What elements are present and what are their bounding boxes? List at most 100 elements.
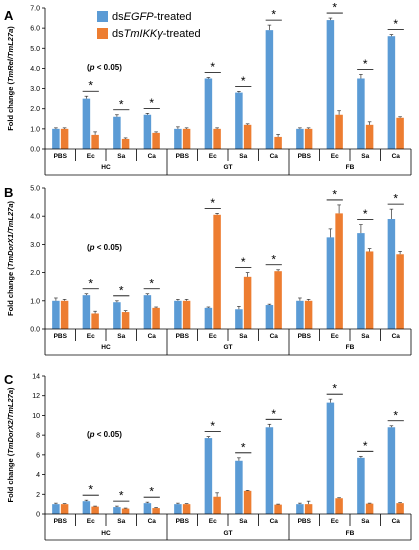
bar-ec-tmikk bbox=[91, 134, 99, 149]
x-tick-label: Ec bbox=[87, 518, 95, 525]
bar-sa-tmikk bbox=[243, 490, 252, 514]
significance-star: * bbox=[363, 439, 368, 453]
bar-sa-egfp bbox=[113, 302, 121, 329]
x-tick-label: PBS bbox=[54, 153, 68, 160]
bar-ca-tmikk bbox=[152, 307, 160, 329]
x-tick-label: Ec bbox=[331, 153, 339, 160]
significance-star: * bbox=[271, 407, 276, 421]
significance-star: * bbox=[241, 440, 246, 454]
bar-ec-tmikk bbox=[91, 313, 99, 329]
x-tick-label: Ca bbox=[270, 153, 279, 160]
bar-ec-egfp bbox=[82, 501, 91, 514]
bar-pbs-egfp bbox=[174, 300, 182, 329]
bar-ec-tmikk bbox=[213, 128, 221, 149]
bar-sa-egfp bbox=[113, 507, 121, 514]
x-tick-label: Ca bbox=[392, 518, 401, 525]
chart-panels: A Fold change (TmRel/TmL27a) 0.0 1.0 2.0 3.0 4… bbox=[4, 1, 412, 541]
x-tick-label: Sa bbox=[117, 518, 125, 525]
significance-star: * bbox=[119, 97, 124, 111]
bar-pbs-egfp bbox=[296, 300, 304, 329]
bar-ca-egfp bbox=[265, 427, 274, 514]
x-tick-label: Ec bbox=[87, 153, 95, 160]
x-tick-label: PBS bbox=[54, 333, 68, 340]
y-tick-label: 8 bbox=[36, 433, 40, 440]
bar-ca-egfp bbox=[143, 295, 152, 329]
bar-ec-egfp bbox=[326, 402, 335, 514]
bar-ca-egfp bbox=[143, 503, 152, 514]
x-tick-label: Ca bbox=[270, 333, 279, 340]
significance-star: * bbox=[88, 276, 93, 290]
bar-pbs-egfp bbox=[296, 128, 304, 149]
bar-sa-tmikk bbox=[243, 276, 252, 329]
group-label-gt: GT bbox=[223, 530, 232, 537]
significance-note: (p < 0.05) bbox=[87, 63, 122, 72]
panel-label: B bbox=[4, 185, 13, 200]
bar-pbs-tmikk bbox=[182, 504, 191, 514]
legend-label-tmikk: dsTmIKKγ-treated bbox=[112, 28, 201, 40]
bar-ec-tmikk bbox=[335, 213, 343, 329]
bar-pbs-egfp bbox=[174, 504, 182, 514]
y-tick-label: 0.0 bbox=[30, 327, 40, 334]
x-tick-label: Ca bbox=[392, 333, 401, 340]
bar-ca-tmikk bbox=[152, 508, 160, 514]
y-axis-label: Fold change (TmDorX2/TmL27a) bbox=[6, 387, 15, 503]
bar-ec-tmikk bbox=[213, 496, 221, 514]
x-tick-label: Ec bbox=[209, 518, 217, 525]
bar-ca-tmikk bbox=[152, 132, 160, 149]
bar-ec-tmikk bbox=[335, 114, 343, 149]
x-tick-label: Sa bbox=[239, 153, 247, 160]
x-tick-label: Ca bbox=[148, 518, 157, 525]
bar-ca-egfp bbox=[387, 219, 396, 329]
y-axis-label: Fold change (TmRel/TmL27a) bbox=[6, 26, 15, 131]
x-tick-label: PBS bbox=[54, 518, 68, 525]
legend-label-egfp: dsEGFP-treated bbox=[112, 11, 192, 23]
group-label-gt: GT bbox=[223, 344, 232, 351]
bar-ca-egfp bbox=[265, 30, 274, 149]
bar-ca-egfp bbox=[387, 427, 396, 514]
x-tick-label: Ec bbox=[331, 333, 339, 340]
significance-star: * bbox=[332, 382, 337, 396]
bar-ec-tmikk bbox=[335, 498, 343, 514]
bar-pbs-egfp bbox=[296, 504, 304, 514]
bar-pbs-tmikk bbox=[60, 504, 69, 514]
bar-pbs-tmikk bbox=[60, 300, 69, 329]
bar-pbs-egfp bbox=[174, 128, 182, 149]
bar-sa-tmikk bbox=[121, 508, 130, 514]
bar-sa-tmikk bbox=[121, 138, 130, 149]
y-tick-label: 1.0 bbox=[30, 126, 40, 133]
y-tick-label: 7.0 bbox=[30, 6, 40, 13]
x-tick-label: Sa bbox=[117, 333, 125, 340]
bar-ca-tmikk bbox=[396, 254, 404, 329]
bar-sa-egfp bbox=[113, 116, 121, 149]
legend-swatch-tmikk bbox=[97, 28, 108, 39]
x-tick-label: Ca bbox=[148, 333, 157, 340]
y-tick-label: 5.0 bbox=[30, 186, 40, 193]
significance-star: * bbox=[149, 485, 154, 499]
bar-ec-egfp bbox=[326, 237, 335, 329]
bar-sa-egfp bbox=[357, 78, 365, 149]
significance-star: * bbox=[88, 483, 93, 497]
significance-star: * bbox=[241, 255, 246, 269]
significance-star: * bbox=[119, 489, 124, 503]
bar-sa-tmikk bbox=[365, 251, 374, 329]
y-tick-label: 3.0 bbox=[30, 242, 40, 249]
y-tick-label: 0.0 bbox=[30, 147, 40, 154]
bar-ca-tmikk bbox=[274, 504, 282, 514]
significance-star: * bbox=[393, 192, 398, 206]
significance-star: * bbox=[241, 74, 246, 88]
y-tick-label: 4 bbox=[36, 472, 40, 479]
bar-pbs-tmikk bbox=[182, 300, 191, 329]
x-tick-label: Ec bbox=[331, 518, 339, 525]
bar-ca-tmikk bbox=[396, 503, 404, 514]
y-tick-label: 3.0 bbox=[30, 86, 40, 93]
bar-pbs-tmikk bbox=[60, 128, 69, 149]
y-tick-label: 4.0 bbox=[30, 66, 40, 73]
significance-star: * bbox=[210, 419, 215, 433]
y-axis-label: Fold change (TmDorX1/TmL27a) bbox=[6, 200, 15, 316]
bar-sa-egfp bbox=[235, 460, 243, 514]
bar-pbs-egfp bbox=[52, 504, 60, 514]
x-tick-label: Ca bbox=[270, 518, 279, 525]
